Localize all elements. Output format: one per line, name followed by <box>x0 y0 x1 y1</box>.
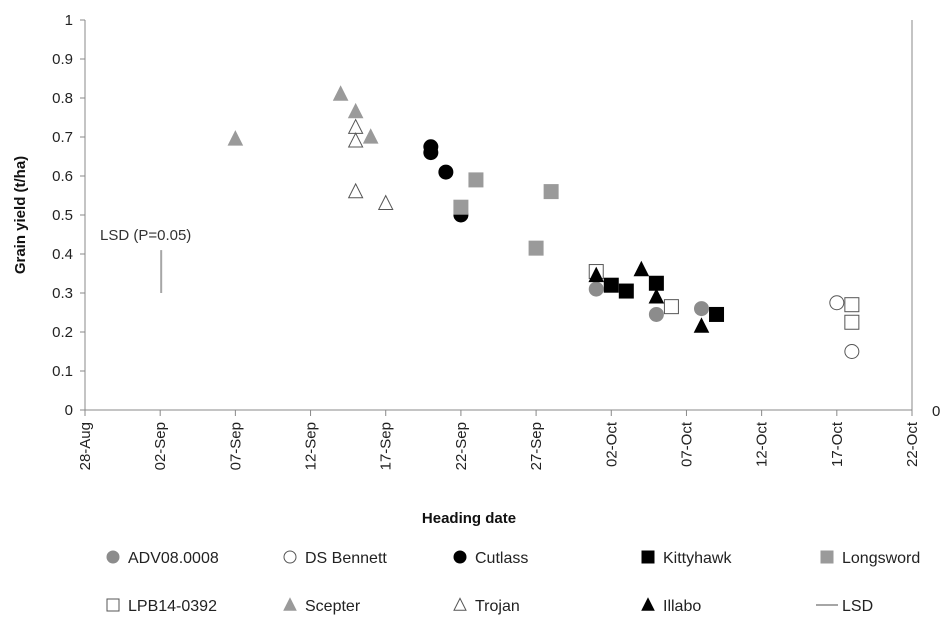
x-tick-label: 22-Sep <box>453 422 470 470</box>
point-cutlass-1 <box>423 145 439 161</box>
point-kittyhawk-0 <box>603 277 619 293</box>
legend-label-trojan: Trojan <box>475 598 520 615</box>
y-tick-label: 0.9 <box>52 51 73 68</box>
legend-label-adv08-0008: ADV08.0008 <box>128 550 219 567</box>
point-illabo-1 <box>633 260 650 277</box>
x-tick-label: 07-Sep <box>227 422 244 470</box>
legend-symbol-trojan <box>453 597 467 611</box>
data-points <box>227 85 860 359</box>
point-longsword-3 <box>543 184 559 200</box>
point-adv08-0008-2 <box>693 301 709 317</box>
x-tick-label: 28-Aug <box>77 422 94 470</box>
point-longsword-2 <box>528 240 544 256</box>
point-lpb14-0392-1 <box>663 299 679 315</box>
point-trojan-3 <box>377 194 394 210</box>
legend-symbol-scepter <box>283 597 297 611</box>
legend-symbol-ds-bennett <box>283 550 297 564</box>
y-tick-label: 0.3 <box>52 285 73 302</box>
lsd-annotation-label: LSD (P=0.05) <box>100 227 191 244</box>
point-illabo-2 <box>648 288 665 304</box>
x-tick-label: 12-Oct <box>754 421 771 467</box>
point-lpb14-0392-3 <box>844 314 860 330</box>
y-tick-label: 0.2 <box>52 324 73 341</box>
point-adv08-0008-1 <box>648 306 664 322</box>
x-axis-title: Heading date <box>422 510 516 527</box>
y-tick-label: 0.7 <box>52 129 73 146</box>
x-tick-label: 02-Oct <box>603 421 620 467</box>
legend: ADV08.0008 DS Bennett Cutlass Kittyhawk Long… <box>106 550 920 615</box>
x-tick-label: 22-Oct <box>904 421 921 467</box>
legend-label-ds-bennett: DS Bennett <box>305 550 387 567</box>
point-trojan-1 <box>347 132 364 148</box>
point-scepter-3 <box>362 128 379 144</box>
secondary-axis-label: 0 <box>932 403 940 420</box>
legend-label-lsd: LSD <box>842 598 873 615</box>
legend-label-illabo: Illabo <box>663 598 701 615</box>
legend-symbol-illabo <box>641 597 655 611</box>
y-tick-label: 0.6 <box>52 168 73 185</box>
point-illabo-3 <box>693 317 710 333</box>
legend-symbol-adv08-0008 <box>106 550 120 564</box>
tick-labels: 0 0.1 0.2 0.3 0.4 0.5 0.6 0.7 0.8 0.9 1 28-Aug 02-Se… <box>52 12 921 470</box>
legend-symbol-kittyhawk <box>641 550 655 564</box>
x-tick-label: 07-Oct <box>678 421 695 467</box>
point-trojan-0 <box>347 118 364 134</box>
point-illabo-0 <box>588 266 605 283</box>
legend-label-kittyhawk: Kittyhawk <box>663 550 732 567</box>
point-scepter-0 <box>227 130 244 146</box>
point-longsword-1 <box>468 172 484 188</box>
legend-symbol-lpb14-0392 <box>106 598 120 612</box>
y-axis-title: Grain yield (t/ha) <box>12 156 29 274</box>
legend-label-cutlass: Cutlass <box>475 550 528 567</box>
point-longsword-0 <box>453 199 469 215</box>
point-ds-bennett-0 <box>829 295 845 311</box>
x-tick-label: 02-Sep <box>152 422 169 470</box>
point-ds-bennett-1 <box>844 344 860 359</box>
y-tick-label: 1 <box>65 12 73 29</box>
point-scepter-2 <box>347 102 364 119</box>
legend-label-longsword: Longsword <box>842 550 920 567</box>
point-adv08-0008-0 <box>588 281 604 297</box>
y-tick-label: 0.5 <box>52 207 73 224</box>
y-tick-label: 0.1 <box>52 363 73 380</box>
point-kittyhawk-3 <box>709 306 725 322</box>
legend-label-scepter: Scepter <box>305 598 361 615</box>
axes <box>80 19 913 416</box>
point-lpb14-0392-2 <box>844 297 860 313</box>
y-tick-label: 0 <box>65 402 73 419</box>
x-tick-label: 17-Sep <box>378 422 395 470</box>
x-tick-label: 12-Sep <box>303 422 320 470</box>
legend-symbol-cutlass <box>453 550 467 564</box>
point-trojan-2 <box>347 182 364 199</box>
legend-symbol-longsword <box>820 550 834 564</box>
x-tick-label: 17-Oct <box>829 421 846 467</box>
point-kittyhawk-1 <box>618 283 634 299</box>
point-scepter-1 <box>332 85 349 101</box>
point-cutlass-2 <box>438 164 454 180</box>
y-tick-label: 0.8 <box>52 90 73 107</box>
x-tick-label: 27-Sep <box>528 422 545 470</box>
legend-label-lpb14-0392: LPB14-0392 <box>128 598 217 615</box>
y-tick-label: 0.4 <box>52 246 73 263</box>
